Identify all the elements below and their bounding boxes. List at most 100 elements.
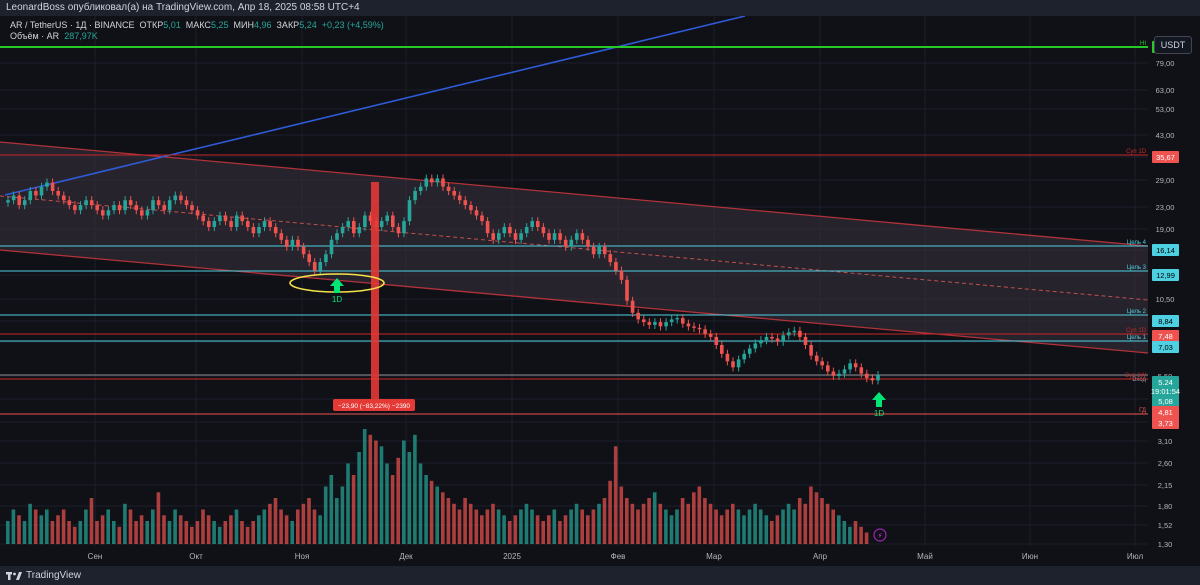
candle-body bbox=[101, 210, 105, 216]
price-tick-label: 43,00 bbox=[1156, 131, 1175, 140]
candle-body bbox=[731, 361, 735, 368]
volume-bar bbox=[809, 486, 813, 544]
volume-bar bbox=[156, 492, 161, 545]
level-label: ГД bbox=[1139, 408, 1146, 414]
candle-body bbox=[497, 233, 501, 240]
volume-bar bbox=[708, 503, 713, 545]
volume-bar bbox=[758, 509, 763, 544]
candle-body bbox=[508, 227, 512, 234]
candle-body bbox=[614, 262, 618, 271]
price-badge-label: 16,14 bbox=[1156, 246, 1175, 255]
candle-body bbox=[435, 178, 440, 183]
volume-bar bbox=[229, 515, 233, 545]
volume-bar bbox=[84, 509, 88, 544]
volume-bar bbox=[842, 521, 847, 544]
candle-body bbox=[34, 191, 38, 196]
volume-bar bbox=[429, 480, 434, 545]
candle-body bbox=[396, 227, 401, 234]
price-tick-label: 1,30 bbox=[1158, 540, 1173, 549]
volume-bar bbox=[351, 475, 356, 544]
volume-bar bbox=[223, 521, 228, 544]
candle-body bbox=[530, 221, 534, 227]
volume-bar bbox=[33, 509, 38, 544]
volume-bar bbox=[803, 503, 808, 545]
volume-bar bbox=[61, 509, 66, 544]
candle-body bbox=[703, 329, 707, 334]
candle-body bbox=[106, 210, 111, 216]
volume-bar bbox=[675, 509, 679, 544]
candle-body bbox=[413, 191, 417, 201]
time-tick-label: Ноя bbox=[295, 552, 310, 561]
open-label: ОТКР bbox=[139, 20, 164, 30]
price-badge bbox=[1152, 315, 1179, 327]
volume-bar bbox=[731, 503, 735, 545]
candle-body bbox=[430, 178, 434, 183]
price-tick-label: 2,60 bbox=[1158, 459, 1173, 468]
currency-button[interactable]: USDT bbox=[1154, 36, 1192, 54]
signal-marker-label: 1D bbox=[332, 295, 342, 304]
symbol-legend: AR / TetherUS · 1Д · BINANCE ОТКР5,01 МА… bbox=[10, 20, 384, 30]
candle-body bbox=[368, 215, 373, 222]
time-tick-label: Сен bbox=[88, 552, 103, 561]
volume-bar bbox=[491, 503, 495, 545]
candle-body bbox=[697, 327, 702, 330]
volume-bar bbox=[262, 509, 267, 544]
time-tick-label: Мар bbox=[706, 552, 722, 561]
volume-bar bbox=[541, 521, 545, 544]
price-badge bbox=[1152, 395, 1179, 407]
volume-bar bbox=[591, 509, 596, 544]
volume-bar bbox=[290, 521, 294, 544]
volume-bar bbox=[446, 498, 451, 544]
measure-label: −23,90 (−83,22%) −2390 bbox=[338, 403, 410, 410]
price-badge bbox=[1152, 244, 1179, 256]
volume-bar bbox=[162, 515, 166, 545]
candle-body bbox=[50, 182, 55, 191]
level-label: Цель 3 bbox=[1127, 265, 1147, 271]
candle-body bbox=[792, 330, 797, 333]
measure-bar bbox=[371, 182, 379, 400]
volume-bar bbox=[257, 515, 261, 545]
candle-body bbox=[290, 239, 295, 247]
price-badge-label: 8,84 bbox=[1158, 317, 1173, 326]
candle-body bbox=[591, 246, 596, 255]
candle-body bbox=[575, 233, 579, 240]
volume-bar bbox=[786, 503, 791, 545]
volume-bar bbox=[535, 515, 540, 545]
volume-bar bbox=[390, 475, 395, 544]
volume-bar bbox=[190, 526, 194, 545]
level-label: Суп 1D bbox=[1126, 149, 1147, 155]
volume-bar bbox=[680, 498, 685, 544]
candle-body bbox=[45, 182, 49, 187]
volume-bar bbox=[480, 515, 484, 545]
candle-body bbox=[151, 200, 155, 211]
candle-body bbox=[357, 227, 362, 234]
volume-bar bbox=[435, 486, 439, 544]
candle-body bbox=[385, 215, 389, 222]
candle-body bbox=[156, 200, 161, 206]
volume-bar bbox=[619, 486, 624, 544]
chart-area[interactable]: HI Суп 1D Цель 4 Цель 3 Цель 2 Суп 1D Цель 1 Вх… bbox=[0, 15, 1200, 566]
candle-body bbox=[195, 210, 200, 216]
tradingview-brand[interactable]: TradingView bbox=[6, 566, 81, 585]
candle-body bbox=[552, 233, 557, 240]
candle-body bbox=[307, 254, 311, 263]
volume-bar bbox=[692, 492, 696, 545]
candle-body bbox=[162, 205, 166, 211]
candle-body bbox=[463, 200, 468, 206]
price-badge-label: 19:01:54 bbox=[1151, 387, 1180, 396]
candle-body bbox=[519, 233, 523, 240]
candle-body bbox=[759, 340, 763, 344]
time-axis: Сен Окт Ноя Дек 2025 Фев Мар Апр Май Июн Июл bbox=[0, 546, 1148, 566]
flash-icon bbox=[873, 528, 887, 542]
price-tick-label: 53,00 bbox=[1156, 105, 1175, 114]
time-tick-label: 2025 bbox=[503, 552, 521, 561]
volume-bar bbox=[725, 509, 729, 544]
price-badge bbox=[1152, 269, 1179, 281]
candle-body bbox=[664, 322, 668, 327]
price-badge bbox=[1152, 417, 1179, 429]
volume-bar bbox=[569, 509, 573, 544]
volume-bar bbox=[586, 515, 590, 545]
volume-bar bbox=[396, 457, 400, 545]
